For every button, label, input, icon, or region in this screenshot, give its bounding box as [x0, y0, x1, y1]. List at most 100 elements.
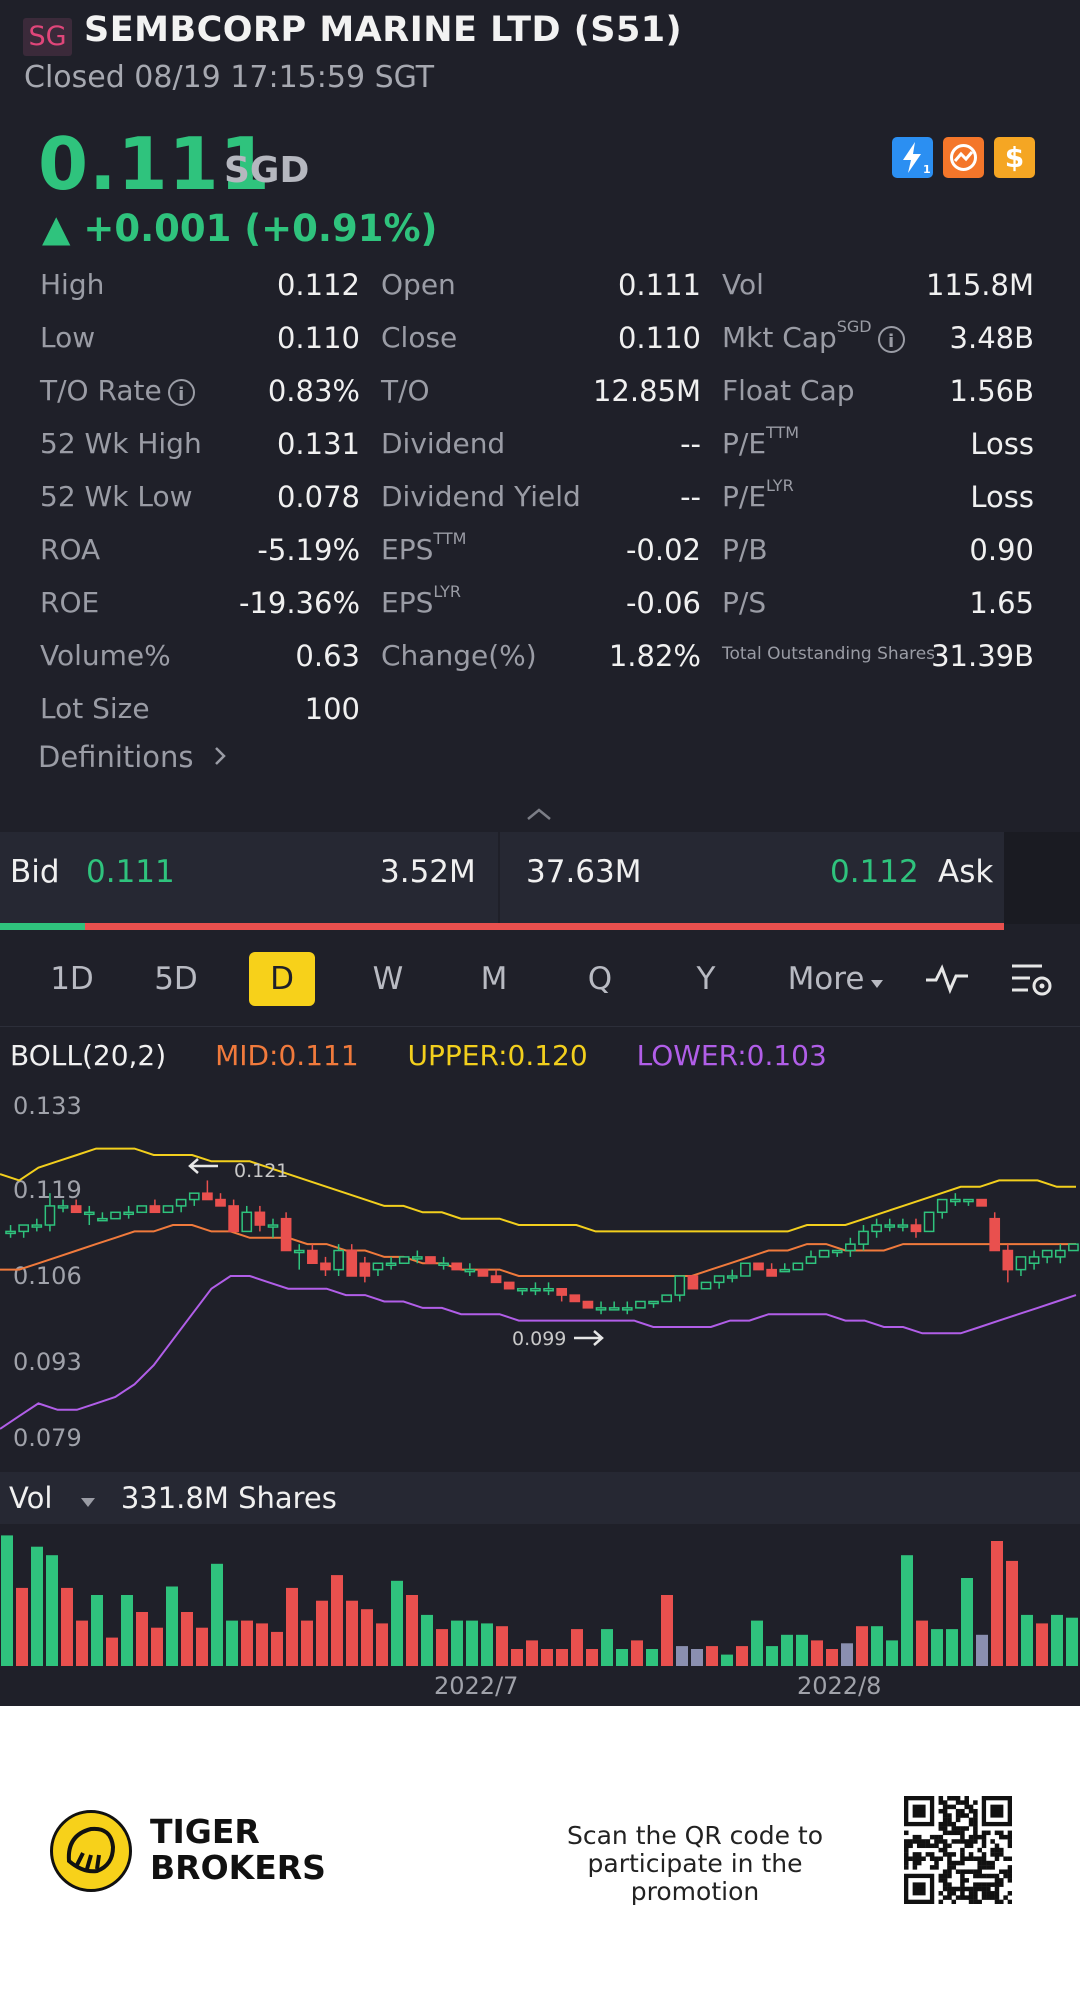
y-tick-label: 0.119 — [13, 1176, 82, 1204]
qr-module — [1003, 1873, 1008, 1879]
stat-value: 100 — [304, 692, 360, 726]
stat-label-text: Close — [381, 321, 458, 354]
qr-module — [938, 1891, 944, 1896]
qr-module — [994, 1830, 1000, 1836]
candle-body — [963, 1198, 974, 1203]
qr-module — [942, 1839, 948, 1844]
qr-module — [964, 1869, 969, 1874]
last-price: 0.111 — [38, 122, 271, 206]
stat-label: Total Outstanding Shares — [722, 639, 935, 672]
dollar-icon[interactable]: $ — [994, 137, 1035, 178]
stat-label-text: T/O Rate — [40, 374, 162, 407]
qr-module — [955, 1800, 961, 1805]
indicator-wave-icon[interactable] — [922, 950, 972, 1010]
stat-label-text: P/B — [722, 533, 768, 566]
definitions-label: Definitions — [38, 740, 194, 774]
qr-module — [999, 1882, 1004, 1887]
qr-module — [938, 1808, 944, 1814]
qr-module — [947, 1891, 952, 1896]
candle-body — [740, 1262, 751, 1277]
stat-label: Mkt CapSGD i — [722, 317, 905, 354]
stat-label-text: P/E — [722, 480, 767, 513]
volume-bar — [1036, 1623, 1048, 1666]
candle-body — [845, 1243, 856, 1252]
candle-body — [411, 1256, 423, 1260]
tab-5d[interactable]: 5D — [131, 952, 221, 1006]
qr-module — [968, 1821, 974, 1827]
candle-body — [136, 1205, 148, 1214]
volume-bar — [346, 1600, 358, 1666]
volume-chart[interactable] — [0, 1524, 1080, 1666]
definitions-link[interactable]: Definitions — [38, 740, 227, 774]
qr-module — [916, 1856, 922, 1861]
candle-body — [687, 1275, 699, 1290]
volume-header[interactable]: Vol 331.8M Shares — [0, 1472, 1080, 1524]
info-icon[interactable]: i — [877, 325, 905, 353]
qr-module — [981, 1856, 987, 1861]
volume-bar — [16, 1587, 28, 1666]
volume-bar — [916, 1620, 928, 1666]
qr-module — [947, 1895, 952, 1900]
volume-bar — [841, 1643, 853, 1666]
tab-more[interactable]: More — [781, 952, 891, 1006]
stat-value: 1.56B — [949, 374, 1034, 408]
stat-label-text: P/E — [722, 427, 767, 460]
bid-ask-panel[interactable]: Bid 0.111 3.52M 37.63M 0.112 Ask — [0, 832, 1004, 924]
qr-module — [994, 1878, 1000, 1883]
info-icon[interactable]: i — [167, 378, 195, 406]
qr-module — [964, 1826, 969, 1831]
qr-module — [968, 1899, 974, 1904]
candle-body — [1028, 1256, 1040, 1265]
tab-y[interactable]: Y — [661, 952, 751, 1006]
qr-finder — [912, 1882, 926, 1896]
tab-m[interactable]: M — [449, 952, 539, 1006]
qr-module — [947, 1882, 952, 1887]
qr-module — [912, 1865, 918, 1870]
stock-title: SEMBCORP MARINE LTD (S51) — [84, 10, 683, 50]
qr-module — [990, 1860, 995, 1866]
qr-code[interactable] — [904, 1796, 1012, 1904]
chart-settings-icon[interactable] — [1006, 950, 1058, 1010]
qr-module — [938, 1800, 944, 1805]
tab-d[interactable]: D — [249, 952, 315, 1006]
tab-1d[interactable]: 1D — [27, 952, 117, 1006]
tab-q[interactable]: Q — [555, 952, 645, 1006]
qr-module — [960, 1856, 965, 1861]
lightning-icon[interactable]: 1 — [892, 137, 933, 178]
qr-module — [990, 1882, 995, 1887]
qr-module — [938, 1834, 944, 1840]
boll-legend[interactable]: BOLL(20,2) MID:0.111 UPPER:0.120 LOWER:0… — [0, 1030, 827, 1082]
qr-module — [938, 1847, 944, 1853]
candlestick-chart[interactable]: 0.133 0.119 0.106 0.093 0.079 0.121 0.099 — [0, 1084, 1080, 1472]
volume-bar — [556, 1649, 568, 1666]
qr-module — [973, 1813, 978, 1818]
tab-w[interactable]: W — [343, 952, 433, 1006]
qr-module — [947, 1817, 952, 1823]
stat-label: Vol — [722, 268, 764, 301]
candle-body — [31, 1224, 43, 1228]
chart-circle-icon[interactable] — [943, 137, 984, 178]
qr-module — [999, 1878, 1004, 1883]
qr-module — [994, 1856, 1000, 1861]
volume-bar — [886, 1640, 898, 1666]
qr-module — [947, 1856, 952, 1861]
volume-bar — [811, 1640, 823, 1666]
qr-module — [990, 1839, 995, 1844]
qr-module — [934, 1856, 939, 1861]
qr-module — [960, 1852, 965, 1857]
candle-body — [464, 1268, 476, 1273]
qr-module — [951, 1796, 957, 1801]
arrow-left-icon — [188, 1158, 218, 1174]
qr-module — [986, 1882, 991, 1887]
volume-bar — [976, 1634, 988, 1666]
qr-module — [977, 1834, 982, 1840]
volume-bar — [166, 1586, 178, 1666]
collapse-chevron-up-icon[interactable] — [524, 806, 554, 826]
svg-text:1: 1 — [923, 163, 931, 176]
candle-body — [123, 1211, 135, 1216]
qr-module — [1007, 1830, 1012, 1836]
candle-body — [503, 1281, 515, 1290]
y-tick-label: 0.093 — [13, 1348, 82, 1376]
qr-module — [977, 1865, 982, 1870]
qr-module — [986, 1895, 991, 1900]
